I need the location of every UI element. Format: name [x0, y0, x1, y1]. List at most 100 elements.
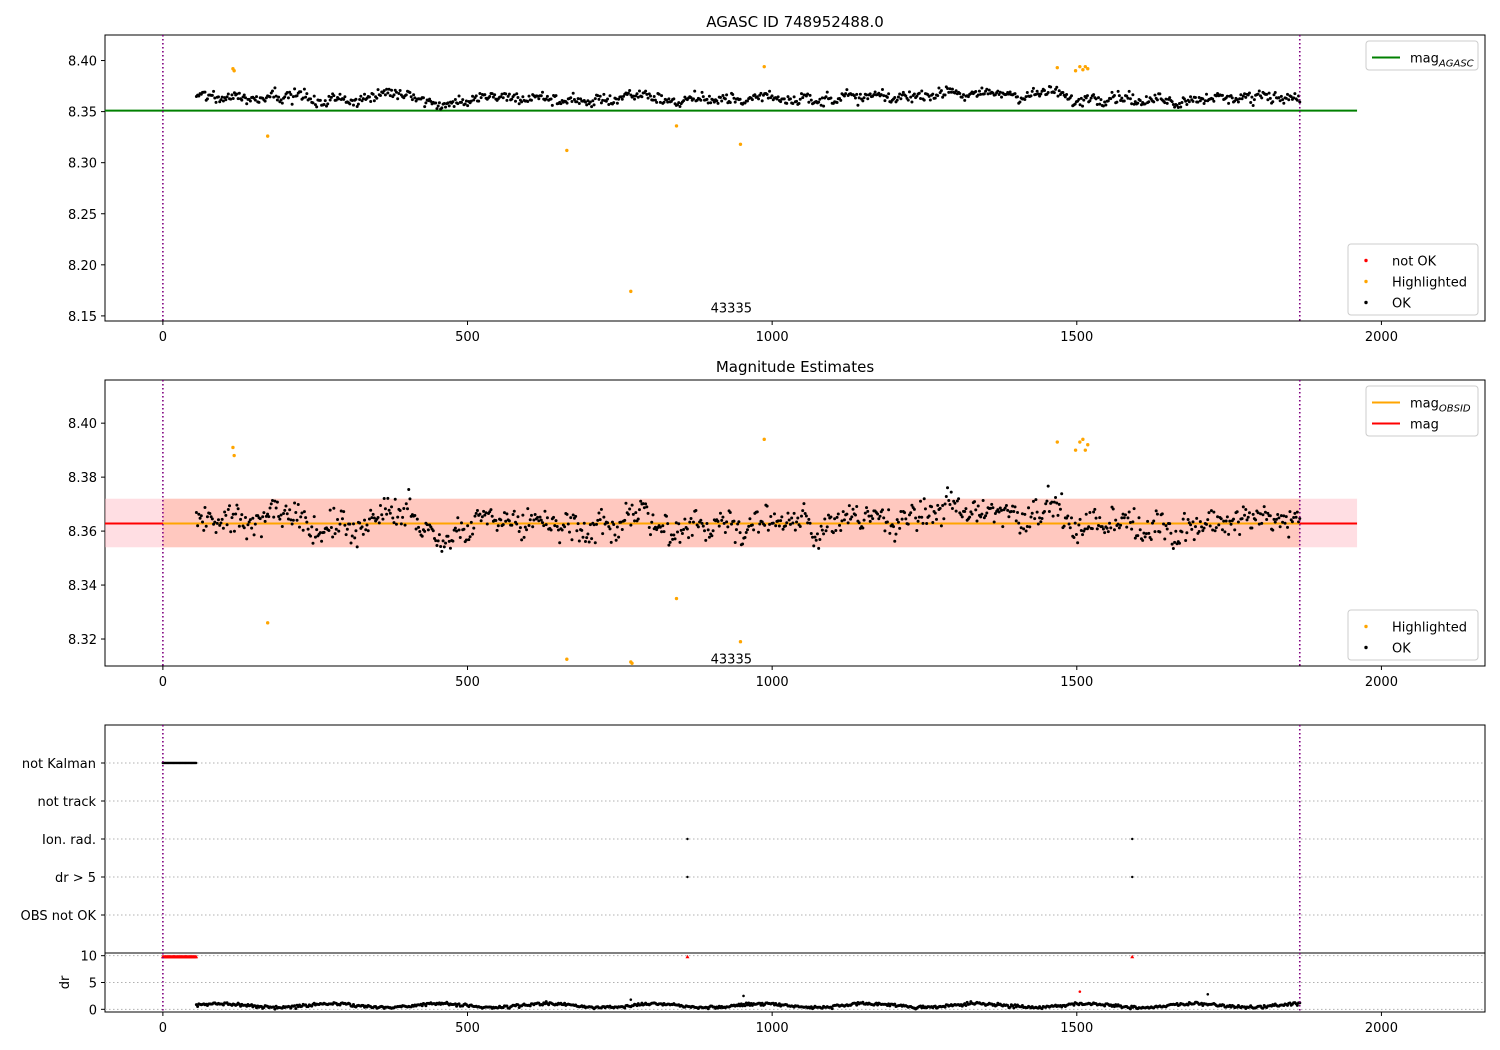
ok-point: [1225, 515, 1229, 519]
ok-point: [527, 94, 531, 98]
ok-point: [295, 94, 299, 98]
dr-point: [1072, 1003, 1076, 1007]
y-tick-label: 8.25: [68, 208, 97, 223]
ok-point: [785, 521, 789, 525]
ok-point: [682, 528, 686, 532]
ok-point: [1112, 528, 1116, 532]
dr-point: [1012, 1006, 1016, 1010]
ok-point: [285, 91, 289, 95]
ok-point: [332, 506, 336, 510]
ok-point: [1168, 96, 1172, 100]
ok-point: [948, 502, 952, 506]
ok-point: [313, 103, 317, 107]
ok-point: [900, 517, 904, 521]
ok-point: [310, 525, 314, 529]
ok-point: [975, 519, 979, 523]
chart-title: AGASC ID 748952488.0: [706, 13, 884, 31]
ok-point: [273, 86, 277, 90]
ok-point: [382, 497, 386, 501]
ok-point: [645, 505, 649, 509]
ok-point: [808, 93, 812, 97]
ok-point: [1042, 509, 1046, 513]
ok-point: [242, 93, 246, 97]
ok-point: [237, 524, 241, 528]
ok-point: [466, 104, 470, 108]
dr-point: [1008, 1005, 1012, 1009]
ok-point: [722, 521, 726, 525]
ok-point: [378, 504, 382, 508]
ok-point: [774, 524, 778, 528]
ok-point: [1074, 533, 1078, 537]
ok-point: [423, 529, 427, 533]
ok-point: [776, 95, 780, 99]
ok-point: [365, 523, 369, 527]
ok-point: [597, 97, 601, 101]
ok-point: [1126, 96, 1130, 100]
ok-point: [920, 89, 924, 93]
ok-point: [224, 513, 228, 517]
ok-point: [1023, 512, 1027, 516]
ok-point: [825, 90, 829, 94]
ok-point: [903, 511, 907, 515]
ok-point: [429, 99, 433, 103]
ok-point: [575, 100, 579, 104]
ok-point: [462, 527, 466, 531]
ok-point: [796, 516, 800, 520]
ok-point: [413, 513, 417, 517]
ok-point: [887, 508, 891, 512]
ok-point: [866, 97, 870, 101]
ok-point: [456, 102, 460, 106]
ok-point: [297, 525, 301, 529]
ok-point: [980, 512, 984, 516]
ok-point: [766, 528, 770, 532]
ok-point: [877, 517, 881, 521]
ok-point: [474, 511, 478, 515]
ok-point: [1247, 91, 1251, 95]
ok-point: [461, 98, 465, 102]
ok-point: [263, 99, 267, 103]
ok-point: [455, 529, 459, 533]
ok-point: [270, 499, 274, 503]
ok-point: [452, 104, 456, 108]
ok-point: [966, 95, 970, 99]
ok-point: [447, 539, 451, 543]
ok-point: [1189, 95, 1193, 99]
ok-point: [490, 92, 494, 96]
ok-point: [459, 521, 463, 525]
ok-point: [1273, 91, 1277, 95]
ok-point: [700, 90, 704, 94]
ok-point: [456, 516, 460, 520]
ok-point: [1246, 515, 1250, 519]
ok-point: [588, 523, 592, 527]
ok-point: [923, 507, 927, 511]
ok-point: [1123, 513, 1127, 517]
ok-point: [919, 499, 923, 503]
ok-point: [1100, 525, 1104, 529]
ok-point: [772, 512, 776, 516]
ok-point: [198, 516, 202, 520]
ok-point: [386, 91, 390, 95]
ok-point: [706, 528, 710, 532]
legend-marker-swatch: [1364, 258, 1368, 263]
ok-point: [803, 511, 807, 515]
ok-point: [779, 519, 783, 523]
ok-point: [378, 94, 382, 98]
ok-point: [554, 519, 558, 523]
ok-point: [947, 498, 951, 502]
ok-point: [960, 515, 964, 519]
ok-point: [522, 535, 526, 539]
ok-point: [651, 98, 655, 102]
ok-point: [299, 515, 303, 519]
ok-point: [662, 530, 666, 534]
ok-point: [1105, 526, 1109, 530]
ok-point: [264, 514, 268, 518]
ok-point: [1024, 529, 1028, 533]
ok-point: [1202, 102, 1206, 106]
ok-point: [842, 94, 846, 98]
ok-point: [197, 94, 201, 98]
ok-point: [359, 94, 363, 98]
ok-point: [1266, 511, 1270, 515]
ok-point: [340, 517, 344, 521]
ok-point: [510, 523, 514, 527]
ok-point: [216, 518, 220, 522]
